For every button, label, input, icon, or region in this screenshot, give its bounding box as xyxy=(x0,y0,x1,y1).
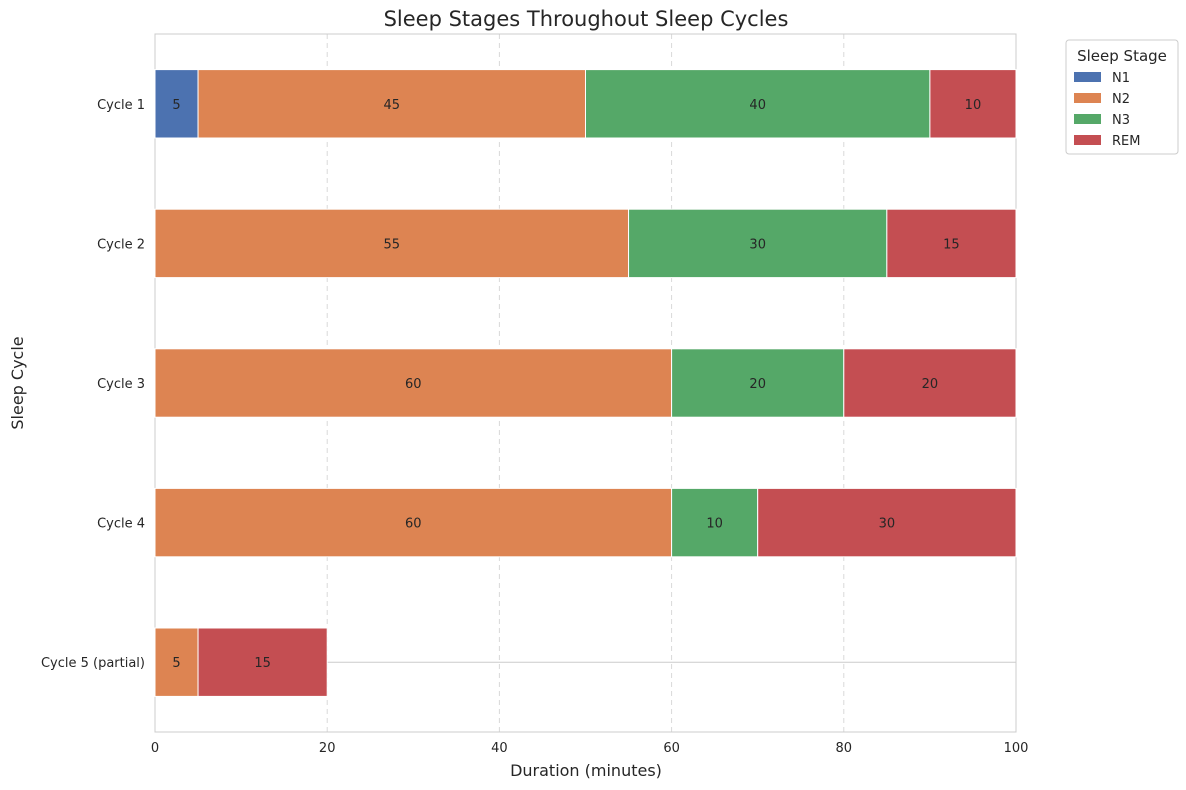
bar-segment-n1 xyxy=(154,69,199,139)
y-tick-label: Cycle 1 xyxy=(97,98,145,113)
legend-swatch xyxy=(1074,72,1101,82)
data-label: 10 xyxy=(706,517,723,532)
x-tick-label: 80 xyxy=(836,741,853,756)
legend: Sleep Stage N1 N2 N3 REM xyxy=(1065,39,1179,155)
bar-segment-n3 xyxy=(671,348,845,418)
x-axis-label: Duration (minutes) xyxy=(510,761,662,780)
data-label: 10 xyxy=(965,98,982,113)
y-axis-label: Sleep Cycle xyxy=(8,336,27,429)
bar-segment-n3 xyxy=(628,208,888,279)
data-label: 15 xyxy=(254,656,271,671)
bar-segment-rem xyxy=(757,487,1017,558)
x-tick-label: 60 xyxy=(663,741,680,756)
bar-segment-rem xyxy=(929,69,1017,139)
legend-swatch xyxy=(1074,93,1101,103)
data-label: 60 xyxy=(405,377,422,392)
legend-label: N3 xyxy=(1112,113,1130,128)
data-label: 20 xyxy=(922,377,939,392)
x-tick-labels: 0 20 40 60 80 100 xyxy=(151,741,1029,756)
data-label: 30 xyxy=(879,517,896,532)
legend-label: N2 xyxy=(1112,92,1130,107)
bar-segment-n3 xyxy=(671,487,759,558)
bar-segment-rem xyxy=(197,627,328,697)
bar-segment-rem xyxy=(886,208,1017,279)
y-tick-label: Cycle 5 (partial) xyxy=(41,656,145,671)
data-label: 20 xyxy=(749,377,766,392)
legend-frame xyxy=(1065,39,1179,155)
bar-segment-n2 xyxy=(154,208,630,279)
legend-swatch xyxy=(1074,135,1101,145)
legend-label: N1 xyxy=(1112,71,1130,86)
data-label: 45 xyxy=(384,98,401,113)
data-label: 30 xyxy=(749,237,766,252)
x-tick-label: 20 xyxy=(319,741,336,756)
x-tick-label: 40 xyxy=(491,741,508,756)
bars xyxy=(154,69,1017,697)
data-label: 40 xyxy=(749,98,766,113)
data-label: 15 xyxy=(943,237,960,252)
bar-segment-n2 xyxy=(154,627,199,697)
data-label: 60 xyxy=(405,517,422,532)
y-tick-label: Cycle 3 xyxy=(97,377,145,392)
legend-title: Sleep Stage xyxy=(1077,47,1167,65)
legend-items: N1 N2 N3 REM xyxy=(1074,71,1140,149)
bar-segment-n2 xyxy=(154,487,673,558)
data-label: 55 xyxy=(384,237,401,252)
bar-segment-rem xyxy=(843,348,1017,418)
x-tick-label: 100 xyxy=(1004,741,1029,756)
data-labels: 5 45 40 10 55 30 15 60 20 20 60 10 30 5 15 xyxy=(172,98,981,671)
grid-lines xyxy=(326,34,1016,732)
legend-swatch xyxy=(1074,114,1101,124)
y-tick-labels: Cycle 1 Cycle 2 Cycle 3 Cycle 4 Cycle 5 (par… xyxy=(41,98,145,671)
bar-segment-n3 xyxy=(585,69,931,139)
y-tick-label: Cycle 4 xyxy=(97,517,145,532)
legend-label: REM xyxy=(1112,134,1140,149)
bar-segment-n2 xyxy=(154,348,673,418)
data-label: 5 xyxy=(172,656,180,671)
x-tick-label: 0 xyxy=(151,741,159,756)
y-tick-label: Cycle 2 xyxy=(97,237,145,252)
data-label: 5 xyxy=(172,98,180,113)
chart-title: Sleep Stages Throughout Sleep Cycles xyxy=(384,7,789,31)
